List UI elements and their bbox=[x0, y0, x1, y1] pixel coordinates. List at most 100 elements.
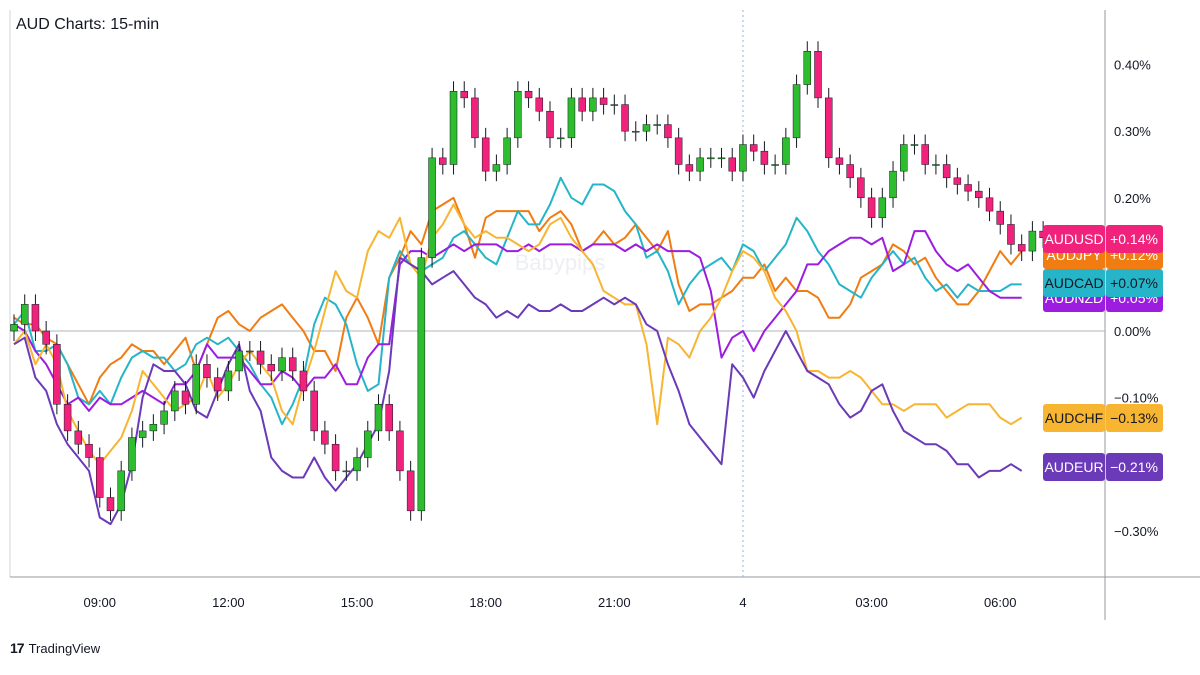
candle bbox=[535, 87, 544, 122]
candle bbox=[299, 360, 308, 401]
candle-body bbox=[664, 124, 672, 139]
candle-body bbox=[824, 97, 833, 159]
candle-body bbox=[96, 457, 104, 498]
badge-audchf: AUDCHF −0.13% bbox=[1043, 404, 1163, 432]
candle bbox=[642, 114, 651, 142]
candle-body bbox=[353, 457, 361, 472]
candle-body bbox=[385, 404, 393, 432]
candle-body bbox=[535, 97, 544, 112]
candle bbox=[707, 147, 715, 168]
candle bbox=[546, 101, 554, 148]
candle-body bbox=[1028, 230, 1037, 252]
candle-body bbox=[728, 157, 736, 172]
candle-body bbox=[417, 257, 426, 512]
candle-body bbox=[213, 377, 222, 392]
candle-body bbox=[374, 404, 383, 432]
candle bbox=[63, 394, 72, 441]
candle-body bbox=[235, 350, 243, 372]
candle bbox=[10, 314, 18, 341]
candle-body bbox=[310, 390, 318, 432]
badge-value-bg bbox=[1106, 404, 1163, 432]
candle bbox=[846, 154, 854, 188]
chart-frame bbox=[9, 10, 1200, 620]
candle bbox=[396, 420, 404, 481]
candle bbox=[878, 187, 887, 228]
candle-body bbox=[246, 350, 254, 353]
badge-value-bg bbox=[1106, 453, 1163, 481]
candle-body bbox=[932, 164, 940, 166]
badge-name-bg bbox=[1043, 225, 1105, 253]
candle-body bbox=[396, 430, 404, 472]
tradingview-logo-icon: 17 bbox=[10, 640, 25, 656]
candle-body bbox=[567, 97, 576, 139]
candle bbox=[213, 367, 222, 401]
x-tick-label: 4 bbox=[739, 595, 746, 610]
candle bbox=[996, 201, 1004, 235]
x-tick-label: 18:00 bbox=[469, 595, 502, 610]
badge-audusd: AUDUSD +0.14% bbox=[1043, 225, 1163, 253]
candle bbox=[235, 340, 243, 381]
candle bbox=[717, 147, 726, 168]
candle bbox=[364, 420, 372, 468]
candle bbox=[696, 147, 704, 182]
badge-audcad: AUDCAD +0.07% bbox=[1043, 269, 1163, 297]
candle bbox=[256, 340, 265, 375]
candle-body bbox=[610, 104, 619, 106]
candle bbox=[288, 347, 297, 381]
x-tick-label: 09:00 bbox=[83, 595, 116, 610]
candle bbox=[589, 87, 597, 122]
series-line-audjpy bbox=[13, 196, 1023, 406]
candle bbox=[910, 134, 919, 155]
series-line-audchf bbox=[13, 203, 1023, 466]
candle-body bbox=[138, 430, 147, 438]
candle-body bbox=[460, 90, 468, 99]
candle-body bbox=[171, 390, 179, 412]
candle-body bbox=[953, 177, 962, 185]
candle bbox=[417, 247, 426, 521]
candle-body bbox=[835, 157, 844, 165]
candle-body bbox=[975, 190, 983, 199]
candle-body bbox=[749, 144, 758, 152]
candle-body bbox=[471, 97, 479, 139]
candle-body bbox=[900, 144, 908, 172]
candle-body bbox=[867, 197, 876, 219]
candle bbox=[514, 81, 522, 148]
candle-body bbox=[439, 157, 447, 165]
candle-body bbox=[717, 157, 726, 160]
candle bbox=[449, 81, 458, 175]
badge-value-bg bbox=[1106, 225, 1163, 253]
candle-body bbox=[857, 177, 865, 199]
x-tick-label: 12:00 bbox=[212, 595, 245, 610]
candle bbox=[814, 41, 822, 108]
badge-value: +0.14% bbox=[1110, 231, 1158, 247]
candle bbox=[782, 127, 790, 175]
candle bbox=[749, 134, 758, 162]
badge-value: −0.21% bbox=[1110, 459, 1158, 475]
badge-name: AUDEUR bbox=[1044, 459, 1103, 475]
candle bbox=[664, 114, 672, 148]
candle-body bbox=[321, 430, 329, 445]
candle bbox=[310, 380, 318, 441]
candle-body bbox=[589, 97, 597, 112]
footer[interactable]: 17 TradingView bbox=[10, 640, 100, 656]
candle-body bbox=[685, 164, 694, 172]
candle-body bbox=[707, 157, 715, 160]
candle bbox=[149, 414, 158, 441]
y-tick-label: 0.40% bbox=[1114, 58, 1151, 73]
candle-body bbox=[696, 157, 704, 172]
candle bbox=[835, 147, 844, 175]
candle-body bbox=[599, 97, 608, 105]
candle-body bbox=[31, 304, 40, 332]
candle bbox=[599, 87, 608, 115]
candle bbox=[771, 154, 779, 175]
candle-body bbox=[63, 404, 72, 432]
candle-body bbox=[331, 443, 340, 472]
candle-body bbox=[910, 144, 919, 146]
candle bbox=[160, 400, 168, 435]
candle bbox=[74, 420, 83, 455]
candle-body bbox=[224, 370, 233, 392]
candle bbox=[428, 147, 436, 268]
candle bbox=[331, 434, 340, 481]
candle-body bbox=[985, 197, 994, 212]
y-tick-label: −0.30% bbox=[1114, 524, 1159, 539]
